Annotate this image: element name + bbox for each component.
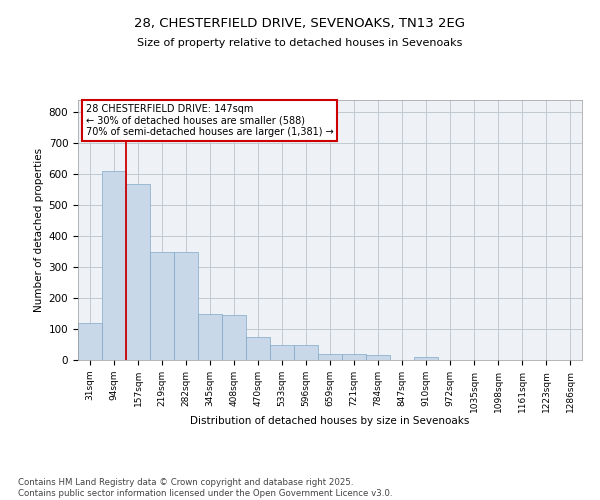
Bar (414, 357, 438, 360)
Bar (246, 337, 270, 360)
Bar (342, 354, 366, 360)
Bar (102, 171, 126, 360)
Bar (78, 323, 102, 360)
Text: Contains HM Land Registry data © Crown copyright and database right 2025.
Contai: Contains HM Land Registry data © Crown c… (18, 478, 392, 498)
Bar (294, 344, 318, 360)
Bar (270, 344, 294, 360)
Bar (198, 314, 222, 360)
Bar (126, 184, 150, 360)
Text: Size of property relative to detached houses in Sevenoaks: Size of property relative to detached ho… (137, 38, 463, 48)
Y-axis label: Number of detached properties: Number of detached properties (34, 148, 44, 312)
Text: 28 CHESTERFIELD DRIVE: 147sqm
← 30% of detached houses are smaller (588)
70% of : 28 CHESTERFIELD DRIVE: 147sqm ← 30% of d… (86, 104, 334, 137)
Text: 28, CHESTERFIELD DRIVE, SEVENOAKS, TN13 2EG: 28, CHESTERFIELD DRIVE, SEVENOAKS, TN13 … (134, 18, 466, 30)
X-axis label: Distribution of detached houses by size in Sevenoaks: Distribution of detached houses by size … (190, 416, 470, 426)
Bar (366, 356, 390, 360)
Bar (318, 354, 342, 360)
Bar (222, 315, 246, 360)
Bar (150, 252, 174, 360)
Bar (174, 252, 198, 360)
